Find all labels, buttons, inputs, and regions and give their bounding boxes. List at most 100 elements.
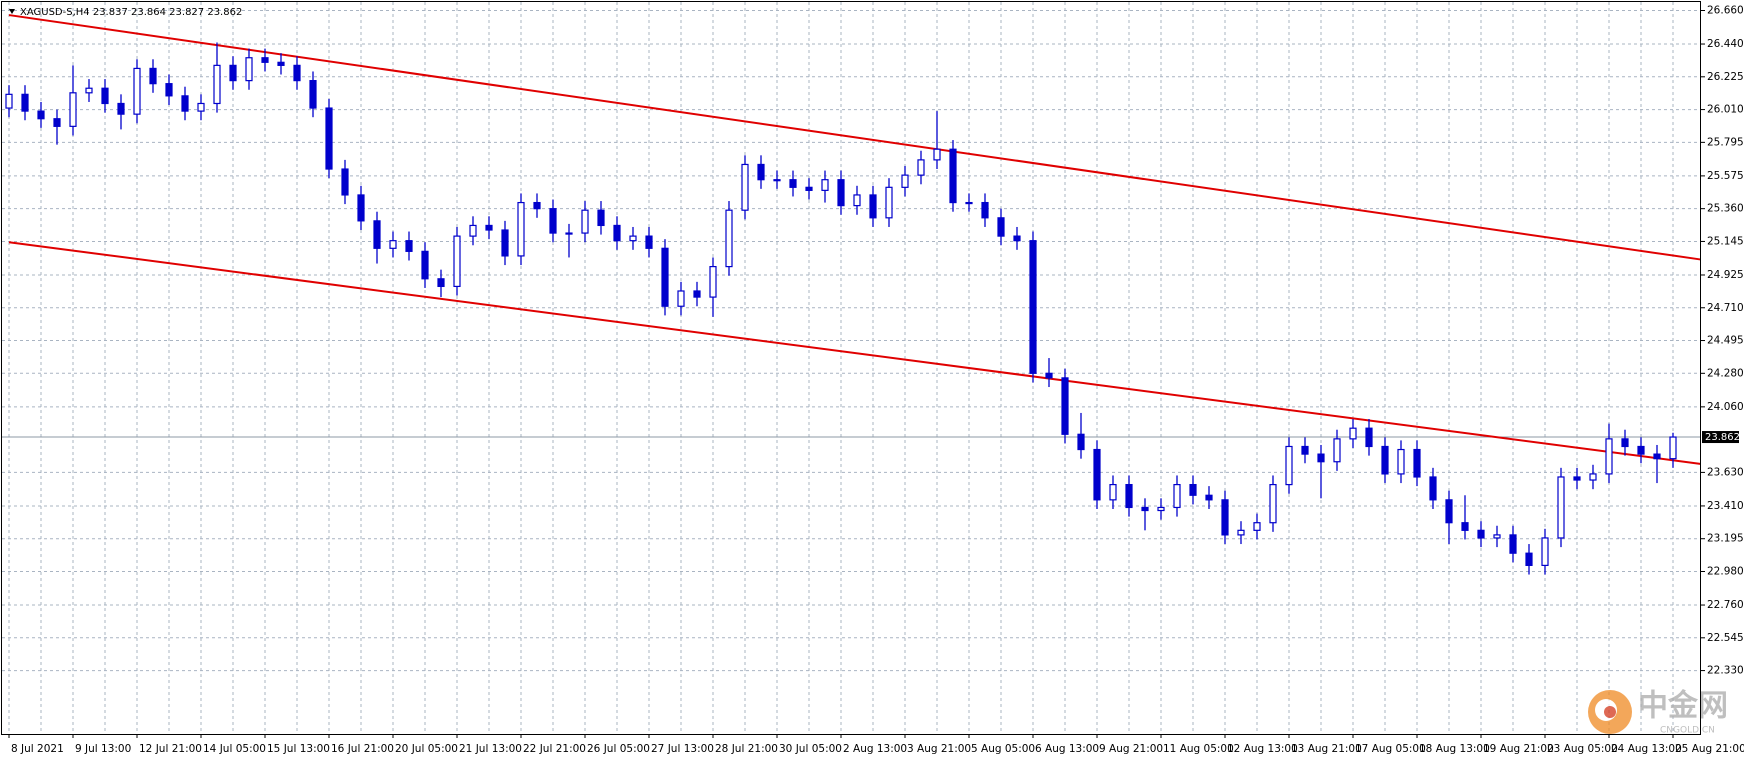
candle-body bbox=[1125, 483, 1133, 509]
candle-body bbox=[709, 265, 717, 298]
x-tick-label: 30 Jul 05:00 bbox=[779, 743, 842, 755]
candle-body bbox=[1317, 453, 1325, 463]
candle-body bbox=[917, 159, 925, 176]
candle-body bbox=[1557, 476, 1565, 539]
watermark-text: 中金网 bbox=[1638, 689, 1728, 724]
x-tick-label: 11 Aug 05:00 bbox=[1163, 743, 1234, 755]
candle-body bbox=[245, 57, 253, 82]
x-tick-label: 25 Aug 21:00 bbox=[1675, 743, 1744, 755]
candle-body bbox=[773, 179, 781, 182]
candle-body bbox=[1157, 506, 1165, 512]
candle-body bbox=[1461, 522, 1469, 531]
candle-body bbox=[1525, 552, 1533, 566]
x-tick-label: 18 Aug 13:00 bbox=[1419, 743, 1490, 755]
candle-body bbox=[309, 80, 317, 109]
candle-body bbox=[1333, 438, 1341, 463]
y-tick-label: 26.440 bbox=[1707, 38, 1744, 50]
candle-body bbox=[1349, 427, 1357, 440]
candle-body bbox=[1365, 427, 1373, 448]
x-tick-label: 14 Jul 05:00 bbox=[203, 743, 266, 755]
y-tick-label: 22.760 bbox=[1707, 599, 1744, 611]
candle-body bbox=[1541, 537, 1549, 566]
x-tick-label: 15 Jul 13:00 bbox=[267, 743, 330, 755]
x-tick-label: 6 Aug 13:00 bbox=[1035, 743, 1099, 755]
x-tick-label: 24 Aug 13:00 bbox=[1611, 743, 1682, 755]
menu-arrow[interactable] bbox=[9, 9, 15, 14]
candle-body bbox=[485, 224, 493, 231]
candle-body bbox=[149, 67, 157, 85]
candles bbox=[5, 42, 1677, 575]
candle-body bbox=[949, 148, 957, 204]
trend-lines bbox=[8, 14, 1701, 465]
candle-body bbox=[741, 163, 749, 211]
candle-body bbox=[1301, 445, 1309, 455]
y-tick-label: 23.630 bbox=[1707, 466, 1744, 478]
candle-body bbox=[565, 232, 573, 235]
trend-line bbox=[8, 241, 1701, 465]
candle-body bbox=[117, 102, 125, 115]
candle-body bbox=[341, 168, 349, 196]
candle-body bbox=[885, 186, 893, 219]
x-tick-label: 9 Aug 21:00 bbox=[1099, 743, 1163, 755]
x-tick-label: 13 Aug 21:00 bbox=[1291, 743, 1362, 755]
candle-body bbox=[197, 102, 205, 112]
x-tick-label: 21 Jul 13:00 bbox=[459, 743, 522, 755]
candle-body bbox=[389, 240, 397, 249]
current-price-box bbox=[1702, 431, 1739, 444]
candle-body bbox=[1093, 448, 1101, 501]
watermark-subtext: CNGOLD.CN bbox=[1660, 726, 1715, 736]
candle-body bbox=[133, 67, 141, 115]
candle-body bbox=[517, 201, 525, 257]
y-tick-label: 24.495 bbox=[1707, 335, 1744, 347]
current-price-label: 23.862 bbox=[1705, 432, 1740, 443]
y-tick-label: 24.925 bbox=[1707, 269, 1744, 281]
candle-body bbox=[5, 93, 13, 109]
candle-body bbox=[1477, 529, 1485, 539]
candle-body bbox=[1013, 235, 1021, 242]
candle-body bbox=[213, 64, 221, 105]
chart-title: XAGUSD-S,H4 23.837 23.864 23.827 23.862 bbox=[20, 7, 242, 18]
candle-body bbox=[293, 64, 301, 82]
y-tick-label: 22.545 bbox=[1707, 632, 1744, 644]
candle-body bbox=[277, 61, 285, 66]
watermark: 中金网 CNGOLD.CN bbox=[1588, 689, 1728, 736]
candle-body bbox=[1061, 377, 1069, 435]
candle-body bbox=[453, 235, 461, 288]
x-tick-label: 16 Jul 21:00 bbox=[331, 743, 394, 755]
y-tick-label: 25.575 bbox=[1707, 170, 1744, 182]
candle-body bbox=[53, 118, 61, 127]
candle-body bbox=[1413, 448, 1421, 478]
x-tick-label: 3 Aug 21:00 bbox=[907, 743, 971, 755]
candle-body bbox=[1269, 483, 1277, 524]
x-tick-label: 19 Aug 21:00 bbox=[1483, 743, 1554, 755]
candle-body bbox=[229, 64, 237, 82]
candle-body bbox=[965, 201, 973, 205]
candle-body bbox=[693, 290, 701, 298]
candle-body bbox=[1173, 483, 1181, 509]
candle-body bbox=[613, 224, 621, 242]
y-tick-label: 24.280 bbox=[1707, 367, 1744, 379]
candle-body bbox=[997, 217, 1005, 237]
x-tick-label: 20 Jul 05:00 bbox=[395, 743, 458, 755]
candle-body bbox=[1493, 534, 1501, 539]
candle-body bbox=[1237, 529, 1245, 536]
y-tick-label: 26.225 bbox=[1707, 71, 1744, 83]
y-tick-label: 22.980 bbox=[1707, 565, 1744, 577]
candle-body bbox=[1429, 476, 1437, 501]
grid bbox=[2, 2, 1701, 734]
candle-body bbox=[421, 250, 429, 280]
x-tick-label: 28 Jul 21:00 bbox=[715, 743, 778, 755]
candle-body bbox=[373, 220, 381, 249]
x-tick-label: 17 Aug 05:00 bbox=[1355, 743, 1426, 755]
candle-body bbox=[1653, 453, 1661, 460]
x-tick-label: 8 Jul 2021 bbox=[11, 743, 64, 755]
candle-body bbox=[1189, 483, 1197, 496]
candle-body bbox=[1637, 445, 1645, 455]
logo-dot bbox=[1604, 706, 1616, 718]
candle-body bbox=[853, 194, 861, 207]
candle-body bbox=[981, 201, 989, 219]
y-tick-label: 25.795 bbox=[1707, 136, 1744, 148]
candle-body bbox=[165, 83, 173, 97]
x-tick-label: 9 Jul 13:00 bbox=[75, 743, 131, 755]
